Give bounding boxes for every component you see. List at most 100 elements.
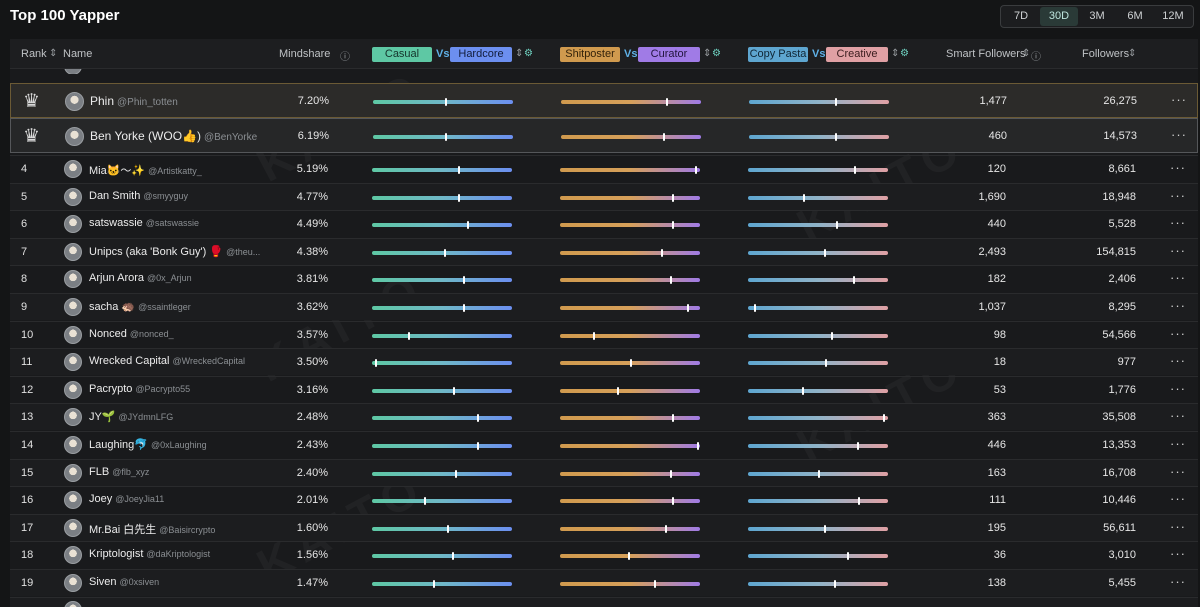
avatar[interactable] [64,436,82,454]
more-options-icon[interactable]: ··· [1170,380,1186,396]
avatar[interactable] [64,187,82,206]
avatar[interactable] [64,160,82,178]
name-cell[interactable]: sacha 🦔 @ssaintleger [89,300,191,313]
copypasta-creative-bar [749,98,889,106]
table-row[interactable]: 15 FLB @flb_xyz 2.40% 163 16,708 ··· [10,458,1198,486]
sort-icon[interactable]: ⇕ [515,48,524,59]
avatar[interactable] [65,127,84,146]
table-row[interactable]: 5 Dan Smith @smyyguy 4.77% 1,690 18,948 ··· [10,182,1198,210]
more-options-icon[interactable]: ··· [1170,574,1186,589]
range-6m-button[interactable]: 6M [1127,10,1143,22]
name-cell[interactable]: Ben Yorke (WOO👍) @BenYorke [90,129,257,143]
avatar[interactable] [64,574,82,592]
table-row[interactable]: ♛ Phin @Phin_totten 7.20% 1,477 26,275 ··· [10,83,1198,118]
casual-pill: Casual [372,47,432,62]
name-cell[interactable]: Pacrypto @Pacrypto55 [89,383,190,395]
name-cell[interactable]: Mia🐱〜✨ @Artistkatty_ [89,162,202,178]
avatar[interactable] [64,463,82,482]
more-options-icon[interactable]: ··· [1171,92,1187,107]
avatar[interactable] [64,215,82,234]
name-cell[interactable]: JY🌱 @JYdmnLFG [89,410,173,423]
name-cell[interactable]: Laughing🐬 @0xLaughing [89,438,207,451]
more-options-icon[interactable]: ··· [1170,353,1186,369]
avatar[interactable] [65,92,84,111]
sort-icon[interactable]: ⇕ [703,48,712,59]
name-cell[interactable]: Siven @0xsiven [89,576,159,588]
range-7d-button[interactable]: 7D [1013,10,1029,22]
table-row[interactable]: 11 Wrecked Capital @WreckedCapital 3.50% 18 9… [10,348,1198,376]
more-options-icon[interactable]: ··· [1170,546,1186,562]
followers-header[interactable]: Followers [1082,48,1130,60]
rank-header[interactable]: Rank [21,48,47,60]
table-row[interactable]: 6 satswassie @satswassie 4.49% 440 5,528 ··· [10,210,1198,237]
name-cell[interactable]: Joey @JoeyJia11 [89,493,164,505]
more-options-icon[interactable]: ··· [1170,436,1186,451]
name-cell[interactable]: Arjun Arora @0x_Arjun [89,272,192,284]
name-cell[interactable]: Kriptologist @daKriptologist [89,548,210,560]
avatar[interactable] [64,546,82,565]
gear-icon[interactable]: ⚙ [524,48,533,59]
gear-icon[interactable]: ⚙ [712,48,721,59]
name-cell[interactable]: Mr.Bai 白先生 @Baisircrypto [89,521,215,537]
more-options-icon[interactable]: ··· [1170,298,1186,313]
followers-cell: 8,295 [1108,301,1136,313]
table-row[interactable]: 16 Joey @JoeyJia11 2.01% 111 10,446 ··· [10,486,1198,513]
range-12m-button[interactable]: 12M [1162,10,1184,22]
avatar[interactable] [64,380,82,399]
avatar[interactable] [64,270,82,289]
name-cell[interactable]: Unipcs (aka 'Bonk Guy') 🥊 @theu... [89,245,260,258]
smart-followers-header[interactable]: Smart Followers [946,48,1026,60]
mindshare-header[interactable]: Mindshare [279,48,331,60]
sort-icon[interactable]: ⇕ [49,48,58,59]
info-icon[interactable]: ⓘ [340,52,350,63]
table-row[interactable]: 4 Mia🐱〜✨ @Artistkatty_ 5.19% 120 8,661 ··· [10,155,1198,182]
table-row[interactable]: 13 JY🌱 @JYdmnLFG 2.48% 363 35,508 ··· [10,403,1198,431]
avatar[interactable] [64,518,82,537]
smart-followers-cell: 2,493 [978,245,1006,258]
more-options-icon[interactable]: ··· [1170,215,1186,231]
avatar[interactable] [64,353,82,372]
gear-icon[interactable]: ⚙ [900,48,909,59]
table-row[interactable]: ♛ Ben Yorke (WOO👍) @BenYorke 6.19% 460 14,573… [10,118,1198,153]
avatar[interactable] [64,242,82,261]
handle: @JoeyJia11 [115,494,165,505]
name-cell[interactable]: satswassie @satswassie [89,217,199,229]
more-options-icon[interactable]: ··· [1170,187,1186,203]
more-options-icon[interactable]: ··· [1170,491,1186,507]
more-options-icon[interactable]: ··· [1170,463,1186,479]
info-icon[interactable]: ⓘ [1031,52,1041,63]
table-row[interactable]: 18 Kriptologist @daKriptologist 1.56% 36 3,01… [10,541,1198,568]
more-options-icon[interactable]: ··· [1170,242,1186,258]
avatar[interactable] [64,408,82,427]
table-row[interactable]: 7 Unipcs (aka 'Bonk Guy') 🥊 @theu... 4.38% 2… [10,237,1198,265]
more-options-icon[interactable]: ··· [1170,518,1186,534]
more-options-icon[interactable]: ··· [1170,270,1186,286]
name-cell[interactable]: Wrecked Capital @WreckedCapital [89,355,245,367]
sort-icon[interactable]: ⇕ [891,48,900,59]
display-name: Arjun Arora [89,272,145,285]
range-30d-button[interactable]: 30D [1040,7,1078,26]
table-row[interactable]: 8 Arjun Arora @0x_Arjun 3.81% 182 2,406 ··· [10,265,1198,292]
more-options-icon[interactable]: ··· [1170,325,1186,341]
copypasta-creative-marker [835,98,837,106]
more-options-icon[interactable]: ··· [1171,127,1187,142]
range-3m-button[interactable]: 3M [1089,10,1105,22]
name-cell[interactable]: Phin @Phin_totten [90,94,178,108]
table-row[interactable]: 9 sacha 🦔 @ssaintleger 3.62% 1,037 8,295 ··· [10,293,1198,320]
avatar[interactable] [64,491,82,510]
table-row[interactable]: 10 Nonced @nonced_ 3.57% 98 54,566 ··· [10,320,1198,348]
name-cell[interactable]: Nonced @nonced_ [89,328,174,340]
name-cell[interactable]: Dan Smith @smyyguy [89,190,188,202]
more-options-icon[interactable]: ··· [1170,160,1186,175]
casual-hardcore-bar [372,386,512,395]
table-row[interactable]: 17 Mr.Bai 白先生 @Baisircrypto 1.60% 195 56,611 ·… [10,513,1198,541]
more-options-icon[interactable]: ··· [1170,408,1186,424]
table-row[interactable]: 14 Laughing🐬 @0xLaughing 2.43% 446 13,353 ··· [10,431,1198,458]
sort-icon[interactable]: ⇕ [1128,48,1137,59]
name-cell[interactable]: FLB @flb_xyz [89,466,149,478]
table-row[interactable]: 19 Siven @0xsiven 1.47% 138 5,455 ··· [10,569,1198,596]
avatar[interactable] [64,325,82,344]
avatar[interactable] [64,298,82,316]
sort-icon[interactable]: ⇕ [1022,48,1031,59]
table-row[interactable]: 12 Pacrypto @Pacrypto55 3.16% 53 1,776 ··· [10,375,1198,403]
